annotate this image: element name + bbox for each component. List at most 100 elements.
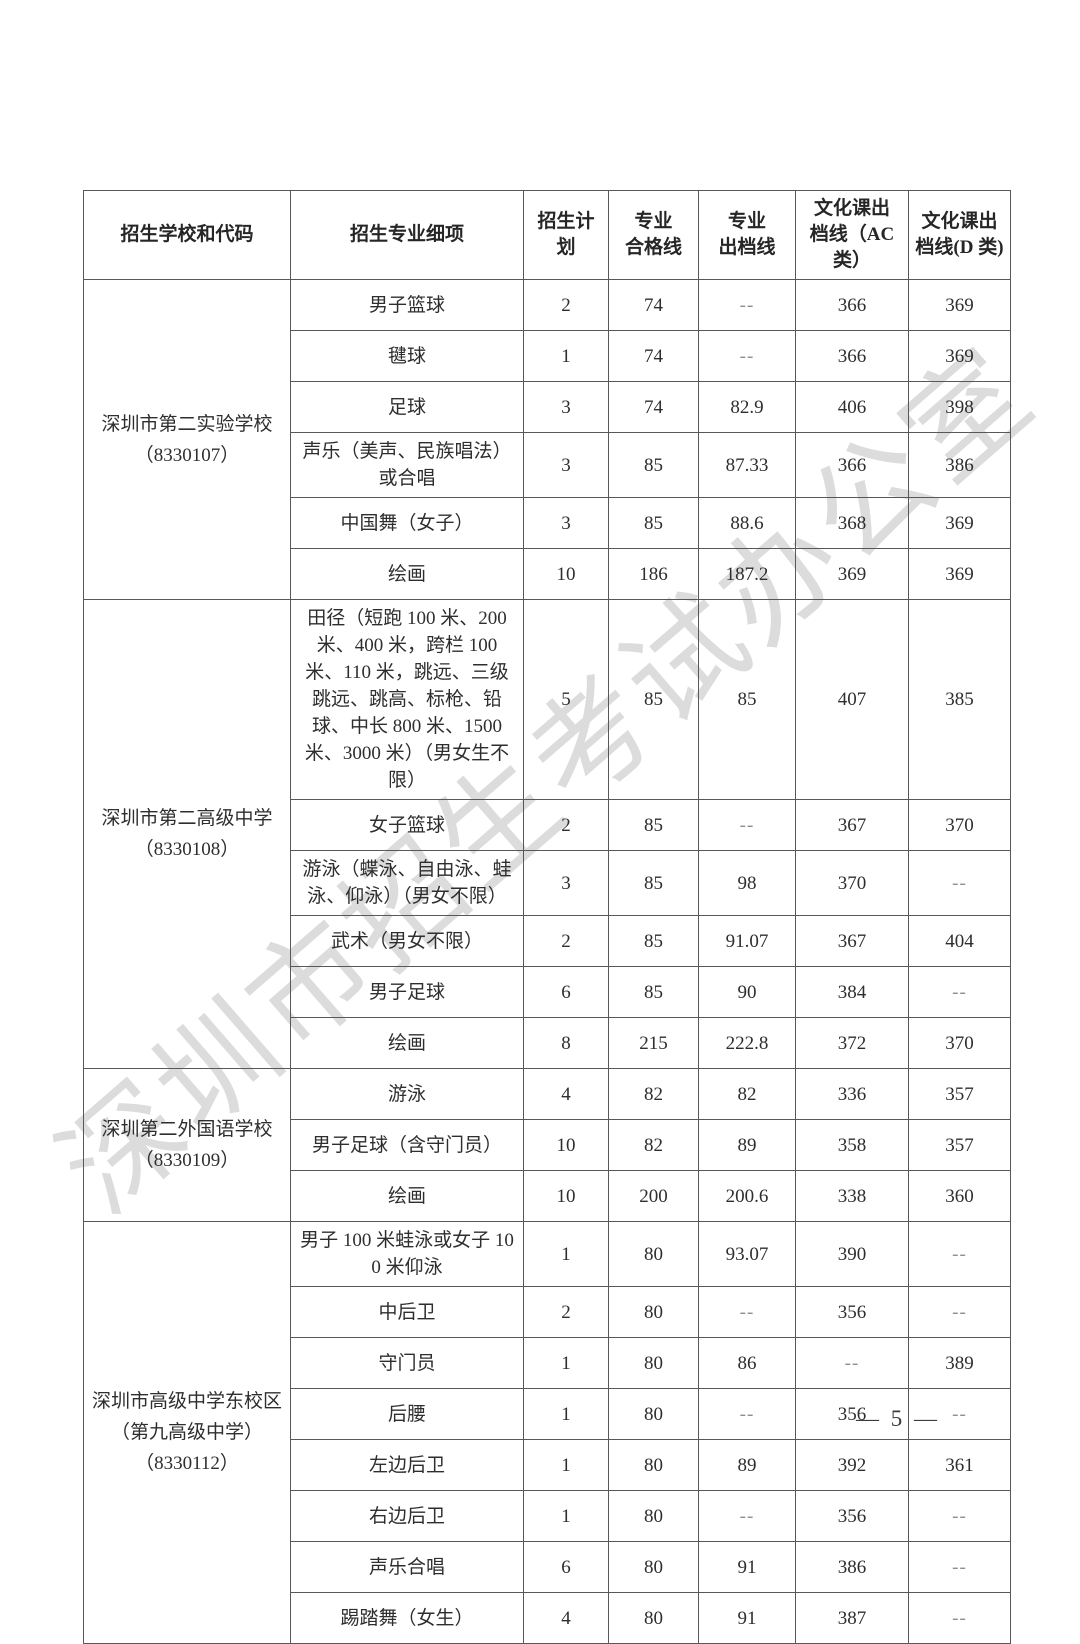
file-line-cell: -- [698,1286,796,1338]
school-name: 深圳市第二高级中学 [101,808,273,829]
table-row: 左边后卫 1 80 89 392 361 [84,1439,1011,1491]
plan-cell: 1 [523,1388,609,1440]
culture-d-line-cell: 357 [908,1119,1011,1171]
culture-d-line-cell: -- [908,966,1011,1018]
column-header: 文化课出 档线（AC 类） [795,190,909,280]
qualify-line-cell: 85 [608,497,699,549]
plan-cell: 2 [523,799,609,851]
plan-cell: 4 [523,1068,609,1120]
culture-d-line-cell: 370 [908,799,1011,851]
column-header: 专业 合格线 [608,190,699,280]
school-name: 深圳第二外国语学校 [101,1119,273,1140]
plan-cell: 3 [523,497,609,549]
file-line-cell: 91 [698,1592,796,1644]
major-cell: 左边后卫 [290,1439,524,1491]
column-header: 招生专业细项 [290,190,524,280]
culture-d-line-cell: 386 [908,432,1011,498]
culture-ac-line-cell: 386 [795,1541,909,1593]
culture-d-line-cell: 389 [908,1337,1011,1389]
qualify-line-cell: 85 [608,799,699,851]
school-code: （8330107） [134,444,240,466]
table-header-row: 招生学校和代码 招生专业细项 招生计 划专业 合格线 专业 出档线 文化课出 档线（AC… [83,190,1011,280]
qualify-line-cell: 80 [608,1490,699,1542]
major-cell: 游泳（蝶泳、自由泳、蛙泳、仰泳）（男女不限） [290,850,524,916]
culture-d-line-cell: 369 [908,279,1011,331]
file-line-cell: -- [698,279,796,331]
table-body: 深圳市第二实验学校 （8330107） 男子篮球 2 74 -- 366 369 毽球 1 74 --… [83,279,1011,1644]
file-line-cell: 200.6 [698,1170,796,1222]
culture-ac-line-cell: -- [795,1337,909,1389]
plan-cell: 1 [523,1439,609,1491]
culture-d-line-cell: -- [908,1388,1011,1440]
qualify-line-cell: 200 [608,1170,699,1222]
table-row: 守门员 1 80 86 -- 389 [84,1337,1011,1389]
major-cell: 毽球 [290,330,524,382]
plan-cell: 1 [523,1337,609,1389]
major-cell: 中国舞（女子） [290,497,524,549]
school-code: （8330109） [134,1150,240,1171]
file-line-cell: -- [698,1490,796,1542]
table-row: 绘画 8 215 222.8 372 370 [84,1017,1011,1069]
culture-ac-line-cell: 356 [795,1286,909,1338]
major-cell: 右边后卫 [290,1490,524,1542]
file-line-cell: 91.07 [698,915,796,967]
major-cell: 绘画 [290,1170,524,1222]
plan-cell: 4 [523,1592,609,1644]
plan-cell: 1 [523,1490,609,1542]
table-row: 男子足球 6 85 90 384 -- [84,966,1011,1018]
culture-ac-line-cell: 367 [795,799,909,851]
culture-ac-line-cell: 366 [795,432,909,498]
culture-d-line-cell: 369 [908,548,1011,600]
qualify-line-cell: 74 [608,381,699,433]
culture-ac-line-cell: 336 [795,1068,909,1120]
culture-ac-line-cell: 384 [795,966,909,1018]
culture-d-line-cell: 361 [908,1439,1011,1491]
culture-ac-line-cell: 338 [795,1170,909,1222]
table-row: 绘画 10 200 200.6 338 360 [84,1170,1011,1222]
file-line-cell: -- [698,799,796,851]
file-line-cell: 98 [698,850,796,916]
culture-d-line-cell: 369 [908,330,1011,382]
culture-d-line-cell: -- [908,850,1011,916]
qualify-line-cell: 80 [608,1439,699,1491]
qualify-line-cell: 80 [608,1221,699,1287]
major-cell: 踢踏舞（女生） [290,1592,524,1644]
file-line-cell: -- [698,1388,796,1440]
culture-ac-line-cell: 392 [795,1439,909,1491]
school-name: 深圳市第二实验学校 [101,413,273,435]
major-cell: 声乐（美声、民族唱法）或合唱 [290,432,524,498]
school-code: （8330112） [135,1453,239,1474]
file-line-cell: 91 [698,1541,796,1593]
school-name: （第九高级中学） [110,1422,263,1443]
file-line-cell: 82.9 [698,381,796,433]
document-page: 深圳市招生考试办公室 招生学校和代码 招生专业细项 招生计 划专业 合格线 专业 出档… [37,190,1059,1644]
table-row: 深圳市第二实验学校 （8330107） 男子篮球 2 74 -- 366 369 [83,279,1011,600]
table-row: 游泳（蝶泳、自由泳、蛙泳、仰泳）（男女不限） 3 85 98 370 -- [84,850,1011,916]
culture-ac-line-cell: 358 [795,1119,909,1171]
table-row: 武术（男女不限） 2 85 91.07 367 404 [84,915,1011,967]
culture-d-line-cell: 385 [908,599,1011,800]
qualify-line-cell: 186 [608,548,699,600]
culture-d-line-cell: -- [908,1286,1011,1338]
table-row: 女子篮球 2 85 -- 367 370 [84,799,1011,851]
qualify-line-cell: 215 [608,1017,699,1069]
major-cell: 绘画 [290,1017,524,1069]
qualify-line-cell: 80 [608,1337,699,1389]
culture-ac-line-cell: 372 [795,1017,909,1069]
table-row: 深圳第二外国语学校 （8330109） 游泳 4 82 82 336 357 [83,1068,1011,1222]
qualify-line-cell: 80 [608,1388,699,1440]
culture-d-line-cell: 404 [908,915,1011,967]
file-line-cell: 89 [698,1119,796,1171]
table-row: 声乐（美声、民族唱法）或合唱 3 85 87.33 366 386 [84,432,1011,498]
column-header: 专业 出档线 [698,190,796,280]
culture-d-line-cell: -- [908,1221,1011,1287]
culture-ac-line-cell: 366 [795,279,909,331]
plan-cell: 2 [523,279,609,331]
major-cell: 武术（男女不限） [290,915,524,967]
culture-ac-line-cell: 369 [795,548,909,600]
file-line-cell: -- [698,330,796,382]
file-line-cell: 222.8 [698,1017,796,1069]
plan-cell: 10 [523,1119,609,1171]
qualify-line-cell: 85 [608,915,699,967]
major-cell: 男子足球（含守门员） [290,1119,524,1171]
